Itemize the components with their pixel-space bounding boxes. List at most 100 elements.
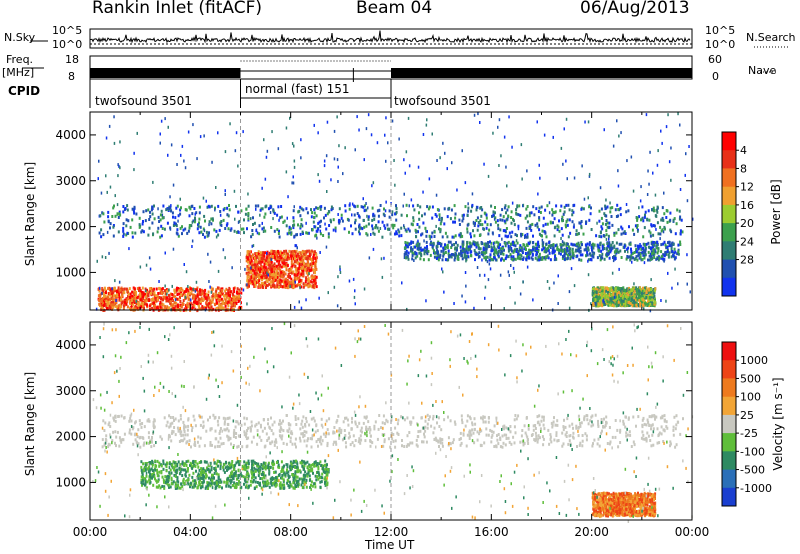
power-echo-cell [614, 249, 617, 253]
power-echo-cell [173, 301, 176, 305]
power-echo-cell [144, 299, 147, 303]
power-echo-cell [297, 271, 300, 275]
power-echo-cell [101, 211, 104, 215]
power-echo-cell [638, 206, 640, 210]
power-echo-cell [295, 233, 298, 237]
power-echo-cell [109, 226, 111, 230]
power-echo-cell [554, 225, 557, 229]
power-echo-cell [670, 247, 673, 251]
power-echo-cell [271, 270, 274, 274]
power-echo-cell [439, 222, 442, 226]
power-echo-cell [278, 229, 280, 233]
power-echo-cell [354, 221, 356, 225]
power-echo-cell [209, 304, 212, 308]
power-echo-cell [473, 113, 476, 117]
power-echo-cell [592, 291, 595, 295]
power-echo-cell [296, 276, 299, 280]
power-echo-cell [639, 255, 642, 259]
power-echo-cell [270, 258, 273, 261]
power-echo-cell [543, 256, 546, 260]
power-echo-cell [199, 293, 202, 297]
power-echo-cell [298, 265, 301, 269]
power-echo-cell [118, 293, 121, 297]
power-echo-cell [418, 251, 421, 255]
power-echo-cell [157, 292, 160, 295]
power-echo-cell [186, 231, 189, 235]
power-echo-cell [98, 231, 101, 235]
power-echo-cell [630, 292, 633, 296]
power-echo-cell [432, 249, 435, 253]
power-echo-cell [654, 250, 657, 254]
power-echo-cell [266, 251, 268, 255]
power-echo-cell [566, 256, 569, 260]
power-echo-cell [496, 245, 499, 249]
power-echo-cell [649, 309, 652, 313]
power-echo-cell [315, 214, 318, 218]
power-echo-cell [245, 256, 248, 259]
power-echo-cell [524, 236, 526, 239]
power-echo-cell [464, 271, 467, 274]
power-echo-cell [316, 206, 319, 210]
power-echo-cell [285, 284, 288, 287]
power-echo-cell [148, 218, 151, 221]
power-echo-cell [112, 234, 115, 238]
power-echo-cell [590, 246, 593, 249]
power-echo-cell [383, 207, 385, 211]
power-echo-cell [638, 215, 641, 219]
power-echo-cell [659, 225, 662, 229]
power-echo-cell [95, 307, 98, 311]
power-echo-cell [199, 301, 202, 305]
power-echo-cell [133, 291, 136, 295]
power-echo-cell [363, 204, 366, 208]
power-echo-cell [209, 301, 212, 305]
power-echo-cell [541, 244, 544, 248]
power-echo-cell [634, 224, 637, 228]
power-echo-cell [244, 212, 247, 216]
power-echo-cell [599, 303, 602, 306]
power-echo-cell [662, 218, 665, 222]
power-echo-cell [105, 304, 108, 308]
power-echo-cell [235, 131, 238, 135]
power-echo-cell [305, 278, 308, 281]
power-echo-cell [161, 213, 164, 217]
power-echo-cell [484, 296, 486, 300]
power-echo-cell [587, 258, 590, 262]
power-echo-cell [376, 141, 379, 145]
power-echo-cell [144, 219, 147, 223]
power-echo-cell [558, 229, 561, 233]
power-echo-cell [679, 188, 682, 191]
power-echo-cell [105, 291, 107, 295]
power-echo-cell [651, 208, 654, 212]
power-echo-cell [151, 212, 154, 216]
power-echo-cell [385, 159, 387, 163]
power-echo-cell [408, 242, 411, 246]
power-echo-cell [665, 125, 668, 129]
power-echo-cell [354, 205, 357, 209]
power-echo-cell [179, 197, 181, 201]
power-echo-cell [337, 213, 339, 216]
power-echo-cell [300, 285, 303, 289]
power-echo-cell [344, 204, 347, 208]
power-echo-cell [611, 206, 614, 210]
power-echo-cell [379, 204, 382, 207]
power-echo-cell [292, 209, 295, 213]
power-echo-cell [376, 209, 379, 213]
power-echo-cell [198, 305, 201, 309]
power-echo-cell [112, 294, 115, 298]
power-echo-cell [639, 304, 642, 308]
power-echo-cell [196, 309, 199, 313]
power-echo-cell [579, 221, 582, 225]
power-echo-cell [224, 289, 227, 293]
power-echo-cell [545, 249, 548, 252]
power-echo-cell [542, 241, 545, 245]
power-echo-cell [505, 165, 507, 169]
power-echo-cell [310, 215, 313, 219]
power-echo-cell [470, 253, 472, 257]
power-echo-cell [219, 294, 222, 298]
power-echo-cell [595, 303, 598, 307]
power-echo-cell [133, 211, 136, 215]
power-echo-cell [123, 287, 126, 291]
power-echo-cell [151, 206, 153, 210]
power-echo-cell [536, 249, 538, 253]
power-echo-cell [516, 204, 518, 208]
